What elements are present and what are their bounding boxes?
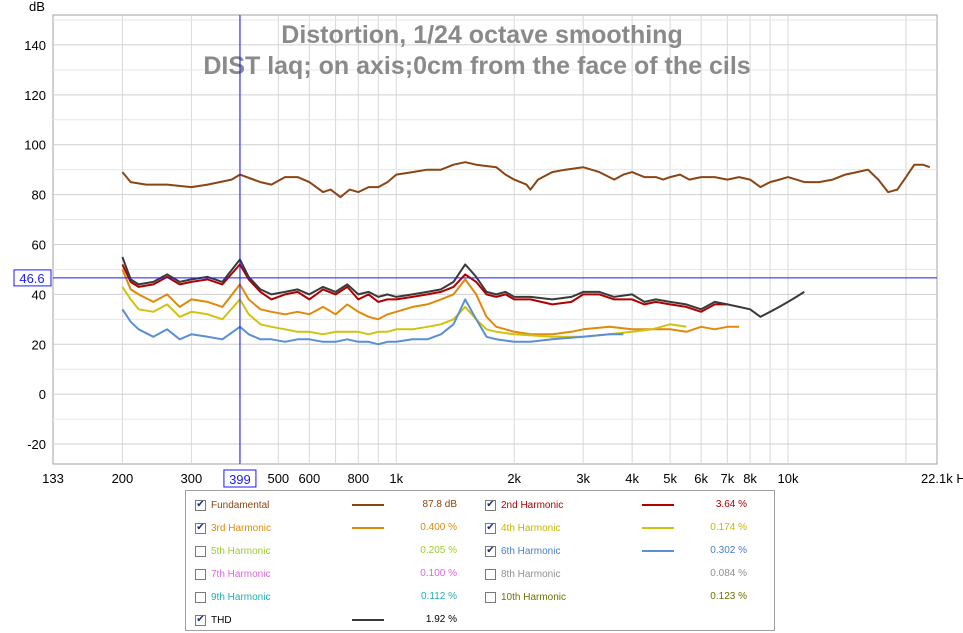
checkbox-unchecked-icon[interactable] [195,568,206,580]
legend-item-label: 10th Harmonic [501,591,567,603]
legend-item-label: 3rd Harmonic [211,522,272,534]
legend-item-value: 0.302 % [710,545,747,556]
legend-item-label: 7th Harmonic [211,568,271,580]
legend-item-8th-harmonic[interactable]: 8th Harmonic [485,565,631,583]
legend-item-value: 0.400 % [420,522,457,533]
x-tick-label: 133 [42,471,64,486]
legend-swatch [642,550,674,552]
checkbox-checked-icon[interactable]: ✔ [485,545,496,557]
legend-item-label: THD [211,614,232,626]
legend-swatch [352,504,384,506]
legend-swatch [642,504,674,506]
x-tick-label: 3k [576,471,590,486]
legend-swatch [352,527,384,529]
x-tick-label: 200 [112,471,134,486]
legend-item-value: 0.174 % [710,522,747,533]
legend-item-label: 8th Harmonic [501,568,561,580]
legend-item-fundamental[interactable]: ✔ Fundamental [195,496,341,514]
y-tick-labels: 140 120 100 80 60 40 20 0 -20 [24,38,46,452]
legend-swatch [642,527,674,529]
series-line-thd [121,256,805,318]
y-tick-label: 20 [32,337,46,352]
x-tick-label: 5k [663,471,677,486]
series-line-fundamental [121,161,931,199]
x-tick-label: 8k [743,471,757,486]
x-tick-label: 7k [720,471,734,486]
x-tick-label: 1k [389,471,403,486]
legend-item-thd[interactable]: ✔ THD [195,611,341,629]
checkbox-unchecked-icon[interactable] [195,591,206,603]
legend-item-3rd-harmonic[interactable]: ✔ 3rd Harmonic [195,519,341,537]
series-line-4th-harmonic [121,286,687,338]
checkbox-checked-icon[interactable]: ✔ [485,499,496,511]
y-tick-label: 140 [24,38,46,53]
legend-item-value: 0.112 % [421,591,457,602]
x-tick-labels: 133 200 300 500 600 800 1k 2k 3k 4k 5k 6k 7k 8k 10k 22.… [42,471,963,486]
x-tick-label: 2k [507,471,521,486]
x-tick-label: 6k [694,471,708,486]
x-tick-label: 800 [347,471,369,486]
legend-item-label: 4th Harmonic [501,522,561,534]
legend-item-10th-harmonic[interactable]: 10th Harmonic [485,588,631,606]
chart-title-line-1: Distortion, 1/24 octave smoothing [281,21,682,49]
y-tick-label: 120 [24,88,46,103]
cursor-x-box [223,469,257,488]
legend-item-value: 0.123 % [710,591,747,602]
checkbox-checked-icon[interactable]: ✔ [195,522,206,534]
series-line-6th-harmonic [121,298,624,346]
y-tick-label: 80 [32,188,46,203]
series-lines [121,161,931,346]
cursor[interactable]: 46.6 399 [13,15,937,488]
legend-item-label: 6th Harmonic [501,545,561,557]
cursor-y-box [13,269,52,287]
legend-item-value: 0.084 % [710,568,747,579]
x-tick-label: 600 [298,471,320,486]
x-tick-label: 4k [625,471,639,486]
legend-item-label: 2nd Harmonic [501,499,564,511]
y-tick-label: 100 [24,138,46,153]
x-tick-label: 500 [267,471,289,486]
x-tick-label: 300 [181,471,203,486]
checkbox-unchecked-icon[interactable] [485,568,496,580]
y-tick-label: 40 [32,287,46,302]
legend-item-5th-harmonic[interactable]: 5th Harmonic [195,542,341,560]
series-line-2nd-harmonic [121,263,728,313]
legend-item-4th-harmonic[interactable]: ✔ 4th Harmonic [485,519,631,537]
legend-item-2nd-harmonic[interactable]: ✔ 2nd Harmonic [485,496,631,514]
legend-item-7th-harmonic[interactable]: 7th Harmonic [195,565,341,583]
legend-item-value: 1.92 % [425,614,457,625]
plot-area[interactable] [52,14,938,465]
legend-item-value: 87.8 dB [422,499,457,510]
checkbox-checked-icon[interactable]: ✔ [485,522,496,534]
legend-item-value: 0.100 % [420,568,457,579]
y-tick-label: 0 [39,387,46,402]
chart-title-line-2: DIST laq; on axis;0cm from the face of t… [203,52,750,80]
checkbox-unchecked-icon[interactable] [195,545,206,557]
cursor-x-label: 399 [229,472,251,487]
legend-item-9th-harmonic[interactable]: 9th Harmonic [195,588,341,606]
y-axis-unit: dB [29,0,45,14]
legend-item-label: 5th Harmonic [211,545,271,557]
legend-item-value: 3.64 % [715,499,747,510]
legend-item-6th-harmonic[interactable]: ✔ 6th Harmonic [485,542,631,560]
legend-item-label: 9th Harmonic [211,591,271,603]
legend-panel: ✔ Fundamental 87.8 dB ✔ 2nd Harmonic 3.64 % ✔ 3… [185,490,775,631]
cursor-y-label: 46.6 [19,271,44,286]
legend-swatch [352,619,384,621]
checkbox-checked-icon[interactable]: ✔ [195,614,206,626]
x-tick-label: 10k [778,471,799,486]
series-line-3rd-harmonic [121,269,740,336]
checkbox-checked-icon[interactable]: ✔ [195,499,206,511]
grid-lines [53,15,937,464]
legend-item-label: Fundamental [211,499,270,511]
y-tick-label: -20 [27,437,46,452]
legend-item-value: 0.205 % [420,545,457,556]
checkbox-unchecked-icon[interactable] [485,591,496,603]
y-tick-label: 60 [32,237,46,252]
x-tick-label: 22.1k Hz [921,471,963,486]
